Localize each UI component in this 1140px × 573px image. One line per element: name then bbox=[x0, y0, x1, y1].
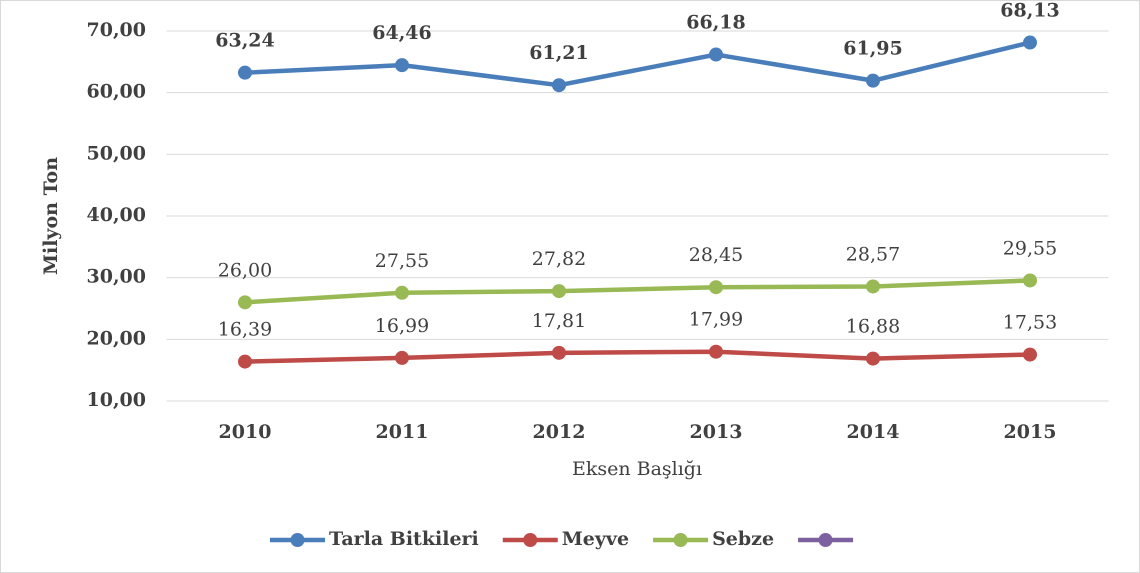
data-label: 68,13 bbox=[1000, 0, 1060, 22]
data-label: 16,99 bbox=[375, 315, 429, 337]
data-label: 61,21 bbox=[529, 42, 589, 64]
legend-label: Meyve bbox=[562, 528, 629, 550]
data-label: 27,55 bbox=[375, 250, 429, 272]
data-point bbox=[866, 351, 880, 366]
y-tick-label: 50,00 bbox=[87, 142, 147, 164]
data-point bbox=[395, 58, 409, 73]
y-axis-label: Milyon Ton bbox=[40, 157, 62, 275]
legend-marker bbox=[673, 533, 688, 547]
y-tick-label: 40,00 bbox=[87, 204, 147, 226]
x-tick-label: 2011 bbox=[376, 421, 429, 443]
data-label: 63,24 bbox=[215, 30, 275, 52]
legend-label: Sebze bbox=[712, 528, 774, 550]
y-tick-label: 10,00 bbox=[87, 389, 147, 411]
data-point bbox=[395, 285, 409, 300]
data-point bbox=[552, 78, 566, 93]
x-tick-label: 2015 bbox=[1004, 421, 1057, 443]
x-tick-label: 2012 bbox=[533, 421, 586, 443]
data-point bbox=[238, 65, 252, 80]
x-tick-label: 2014 bbox=[847, 421, 900, 443]
data-point bbox=[395, 350, 409, 365]
data-point bbox=[552, 284, 566, 299]
data-label: 61,95 bbox=[843, 38, 903, 60]
data-label: 64,46 bbox=[372, 22, 432, 44]
legend-marker bbox=[290, 533, 305, 547]
data-label: 17,81 bbox=[532, 310, 586, 332]
x-tick-label: 2010 bbox=[219, 421, 272, 443]
data-point bbox=[1023, 347, 1037, 362]
y-tick-label: 20,00 bbox=[87, 327, 147, 349]
y-tick-label: 30,00 bbox=[87, 266, 147, 288]
series-line bbox=[244, 40, 1031, 88]
x-axis-label: Eksen Başlığı bbox=[572, 458, 702, 480]
data-point bbox=[238, 354, 252, 369]
series-line bbox=[244, 349, 1031, 364]
data-point bbox=[709, 280, 723, 295]
legend-marker bbox=[523, 533, 538, 547]
data-label: 16,39 bbox=[218, 319, 272, 341]
data-label: 27,82 bbox=[532, 248, 586, 270]
data-point bbox=[1023, 273, 1037, 288]
data-label: 17,99 bbox=[689, 309, 743, 331]
data-label: 17,53 bbox=[1003, 312, 1057, 334]
data-point bbox=[866, 279, 880, 294]
data-point bbox=[552, 345, 566, 360]
data-label: 16,88 bbox=[846, 316, 900, 338]
data-point bbox=[709, 344, 723, 359]
data-point bbox=[866, 73, 880, 88]
data-label: 66,18 bbox=[686, 12, 746, 34]
x-tick-label: 2013 bbox=[690, 421, 743, 443]
data-label: 28,57 bbox=[846, 243, 900, 265]
data-label: 26,00 bbox=[218, 259, 272, 281]
data-label: 28,45 bbox=[689, 244, 743, 266]
data-point bbox=[709, 47, 723, 62]
legend-marker bbox=[818, 533, 833, 547]
data-point bbox=[238, 295, 252, 310]
y-tick-label: 60,00 bbox=[87, 81, 147, 103]
legend-label: Tarla Bitkileri bbox=[329, 528, 479, 550]
data-point bbox=[1023, 35, 1037, 50]
series-line bbox=[244, 278, 1031, 305]
y-tick-label: 70,00 bbox=[87, 19, 147, 41]
data-label: 29,55 bbox=[1003, 237, 1057, 259]
